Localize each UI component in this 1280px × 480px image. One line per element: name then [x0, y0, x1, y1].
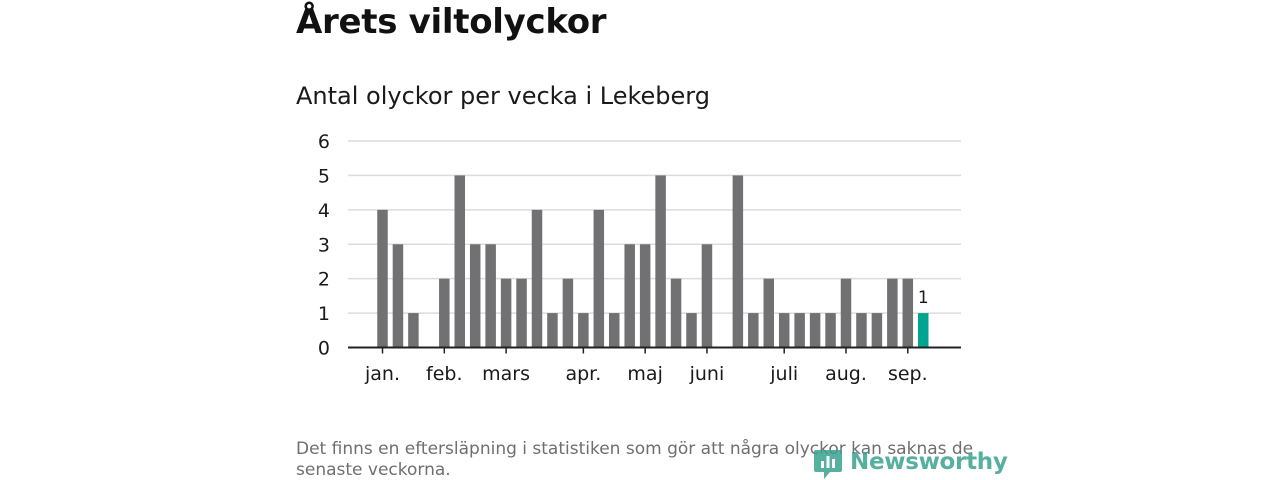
x-tick-label: mars — [482, 363, 530, 385]
bar[interactable] — [408, 313, 419, 348]
x-tick-label: jan. — [364, 363, 400, 385]
bar[interactable] — [732, 175, 744, 348]
bar[interactable] — [887, 278, 898, 348]
bar[interactable] — [609, 313, 620, 348]
chart-subtitle: Antal olyckor per vecka i Lekeberg — [296, 82, 710, 110]
bar[interactable] — [840, 278, 852, 348]
bar[interactable] — [871, 313, 883, 348]
y-tick-label: 1 — [318, 303, 330, 325]
bar[interactable] — [562, 278, 574, 348]
bar[interactable] — [454, 175, 466, 348]
bar[interactable] — [639, 244, 651, 348]
bar[interactable] — [655, 175, 666, 348]
newsworthy-logo[interactable]: Newsworthy — [814, 444, 1008, 480]
x-tick-label: juli — [769, 363, 798, 385]
data-label: 1 — [918, 288, 929, 308]
y-tick-label: 2 — [318, 269, 330, 291]
bar[interactable] — [670, 278, 682, 348]
y-tick-label: 6 — [318, 131, 330, 153]
bar[interactable] — [624, 244, 635, 348]
footnote: Det finns en eftersläpning i statistiken… — [296, 439, 974, 480]
bar[interactable] — [701, 244, 713, 348]
logo-text: Newsworthy — [850, 449, 1008, 475]
bar[interactable] — [593, 209, 605, 348]
x-tick-label: aug. — [825, 363, 867, 385]
x-tick-label: sep. — [888, 363, 928, 385]
bar[interactable] — [763, 278, 775, 348]
bar[interactable] — [485, 244, 496, 348]
chart-title: Årets viltolyckor — [296, 2, 607, 42]
bar[interactable] — [686, 313, 697, 348]
bar[interactable] — [825, 313, 836, 348]
bar[interactable] — [500, 278, 512, 348]
bar[interactable] — [748, 313, 759, 348]
x-tick-label: apr. — [565, 363, 601, 385]
x-tick-label: juni — [689, 363, 725, 385]
y-tick-label: 0 — [318, 338, 330, 360]
bar[interactable] — [547, 313, 558, 348]
bar[interactable] — [392, 244, 404, 348]
bar[interactable] — [856, 313, 867, 348]
bar[interactable] — [902, 278, 914, 348]
bar[interactable] — [578, 313, 589, 348]
bar[interactable] — [531, 209, 543, 348]
bar[interactable] — [439, 278, 450, 348]
x-tick-label: maj — [627, 363, 662, 385]
bar[interactable] — [469, 244, 481, 348]
y-tick-label: 5 — [318, 165, 330, 187]
bar[interactable] — [778, 313, 790, 348]
newsworthy-logo-icon — [814, 450, 842, 479]
y-tick-label: 4 — [318, 200, 330, 222]
bar[interactable] — [516, 278, 527, 348]
bar[interactable] — [794, 313, 805, 348]
bar[interactable] — [809, 313, 821, 348]
bar[interactable] — [377, 209, 388, 348]
bar-highlight[interactable] — [918, 313, 929, 348]
y-tick-label: 3 — [318, 234, 330, 256]
x-tick-label: feb. — [426, 363, 462, 385]
